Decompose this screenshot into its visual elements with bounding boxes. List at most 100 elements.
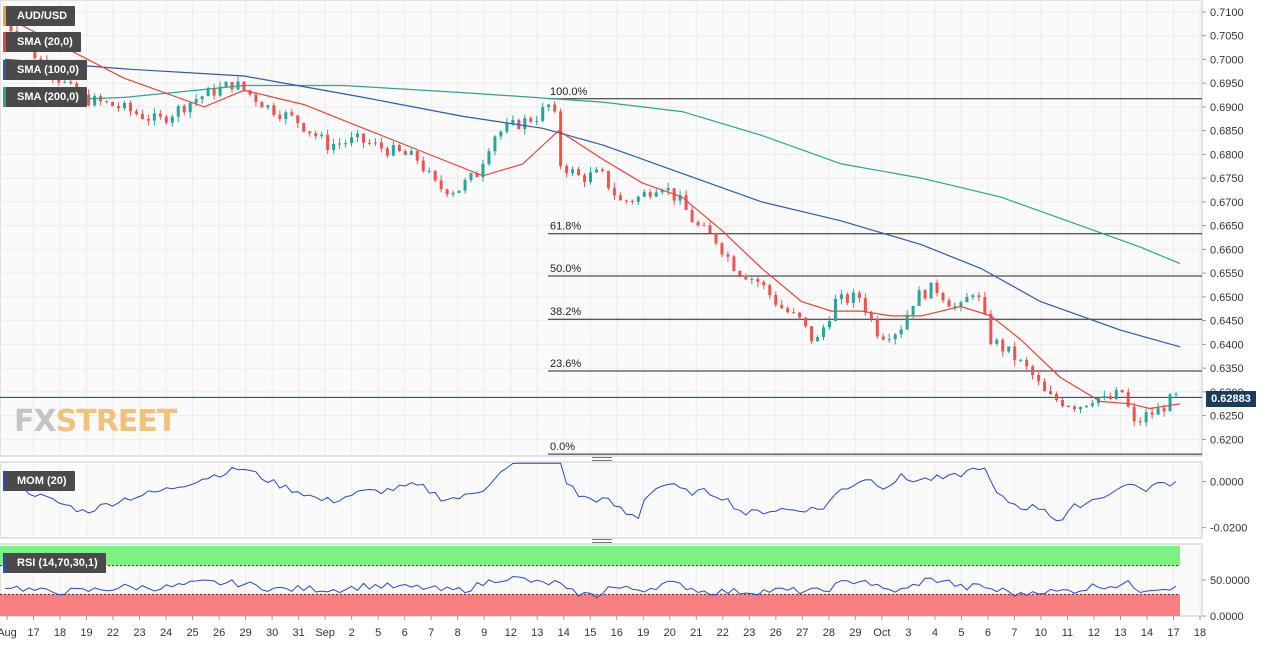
- candle-bullish: [905, 314, 909, 330]
- candle-bullish: [409, 151, 413, 155]
- candle-bearish: [1138, 421, 1142, 423]
- candle-bearish: [935, 282, 939, 293]
- sma20-legend[interactable]: SMA (20,0): [3, 32, 81, 52]
- mom-legend[interactable]: MOM (20): [3, 471, 75, 491]
- candle-bullish: [995, 339, 999, 344]
- x-tick-label: 6: [402, 627, 408, 639]
- candle-bearish: [302, 122, 306, 132]
- candle-bullish: [887, 339, 891, 341]
- candle-bearish: [529, 118, 533, 122]
- candle-bearish: [57, 77, 61, 83]
- candle-bearish: [577, 169, 581, 176]
- y-tick-label: 0.0000: [1210, 611, 1244, 623]
- x-tick-label: 13: [1114, 627, 1126, 639]
- candle-bullish: [1168, 394, 1172, 412]
- candle-bearish: [684, 195, 688, 210]
- candle-bullish: [1078, 407, 1082, 410]
- candle-bearish: [1132, 406, 1136, 422]
- x-tick-label: 2: [349, 627, 355, 639]
- rsi-legend[interactable]: RSI (14,70,30,1): [3, 553, 106, 573]
- y-tick-label: 0.6250: [1210, 411, 1244, 423]
- candle-bearish: [128, 102, 132, 112]
- candle-bearish: [445, 189, 449, 195]
- candle-bearish: [1150, 412, 1154, 415]
- candle-bearish: [875, 318, 879, 337]
- candle-bearish: [696, 222, 700, 226]
- candle-bearish: [379, 142, 383, 149]
- candle-bearish: [272, 105, 276, 115]
- candle-bearish: [720, 243, 724, 255]
- candle-bullish: [224, 81, 228, 87]
- candle-bearish: [618, 195, 622, 201]
- candle-bearish: [786, 308, 790, 313]
- candle-bullish: [451, 192, 455, 195]
- y-tick-label: 0.6650: [1210, 221, 1244, 233]
- candle-bullish: [122, 102, 126, 109]
- candle-bullish: [959, 302, 963, 307]
- x-tick-label: 17: [27, 627, 39, 639]
- candle-bullish: [463, 180, 467, 191]
- candle-bearish: [134, 111, 138, 114]
- x-tick-label: 31: [292, 627, 304, 639]
- candle-bearish: [756, 279, 760, 282]
- candle-bearish: [857, 292, 861, 299]
- x-tick-label: 18: [54, 627, 66, 639]
- y-tick-label: 0.0000: [1210, 477, 1244, 489]
- y-tick-label: 0.7100: [1210, 7, 1244, 19]
- x-tick-label: 4: [932, 627, 938, 639]
- candle-bearish: [314, 133, 318, 137]
- x-tick-label: 14: [1141, 627, 1153, 639]
- panel-resize-handle[interactable]: [592, 457, 612, 461]
- candle-bullish: [152, 113, 156, 121]
- panel-resize-handle[interactable]: [592, 539, 612, 543]
- y-tick-label: 0.6350: [1210, 363, 1244, 375]
- candle-bullish: [373, 142, 377, 144]
- candle-bullish: [499, 131, 503, 137]
- candle-bullish: [636, 196, 640, 202]
- candle-bearish: [1061, 400, 1064, 407]
- x-tick-label: 14: [558, 627, 570, 639]
- candle-bearish: [164, 116, 168, 123]
- candle-bullish: [1102, 396, 1106, 399]
- x-tick-label: 22: [107, 627, 119, 639]
- candle-bearish: [361, 133, 365, 143]
- sma200-legend[interactable]: SMA (200,0): [3, 87, 87, 107]
- symbol-swatch: [3, 6, 6, 26]
- x-tick-label: 23: [133, 627, 145, 639]
- candle-bearish: [260, 102, 264, 108]
- x-tick-label: Oct: [873, 627, 890, 639]
- sma100-legend[interactable]: SMA (100,0): [3, 60, 87, 80]
- candle-bearish: [798, 312, 802, 318]
- candle-bearish: [1049, 391, 1053, 394]
- candle-bearish: [869, 312, 873, 319]
- candle-bearish: [308, 131, 312, 134]
- fib-level-label: 0.0%: [550, 441, 575, 453]
- sma20-line: [4, 16, 1181, 410]
- fib-level-label: 50.0%: [550, 263, 581, 275]
- symbol-legend[interactable]: AUD/USD: [3, 6, 76, 26]
- candle-bullish: [218, 86, 222, 96]
- candle-bearish: [983, 296, 987, 314]
- candle-bullish: [827, 320, 831, 328]
- candle-bearish: [732, 256, 736, 271]
- candle-bearish: [105, 101, 109, 103]
- candle-bullish: [266, 105, 270, 108]
- x-tick-label: 6: [985, 627, 991, 639]
- candle-bullish: [1019, 359, 1023, 361]
- candle-bullish: [547, 104, 551, 108]
- candle-bullish: [589, 172, 593, 182]
- sma200-label: SMA (200,0): [17, 91, 79, 103]
- x-tick-label: 7: [428, 627, 434, 639]
- candle-bullish: [457, 190, 461, 193]
- candle-bearish: [69, 81, 73, 84]
- candle-bearish: [1162, 408, 1166, 412]
- candle-bullish: [642, 192, 646, 197]
- candle-bearish: [947, 300, 951, 307]
- candle-bearish: [768, 285, 772, 295]
- candle-bearish: [923, 290, 927, 299]
- y-tick-label: 0.6500: [1210, 292, 1244, 304]
- x-tick-label: 22: [717, 627, 729, 639]
- candle-bullish: [356, 133, 359, 138]
- momentum-panel: [0, 461, 1203, 539]
